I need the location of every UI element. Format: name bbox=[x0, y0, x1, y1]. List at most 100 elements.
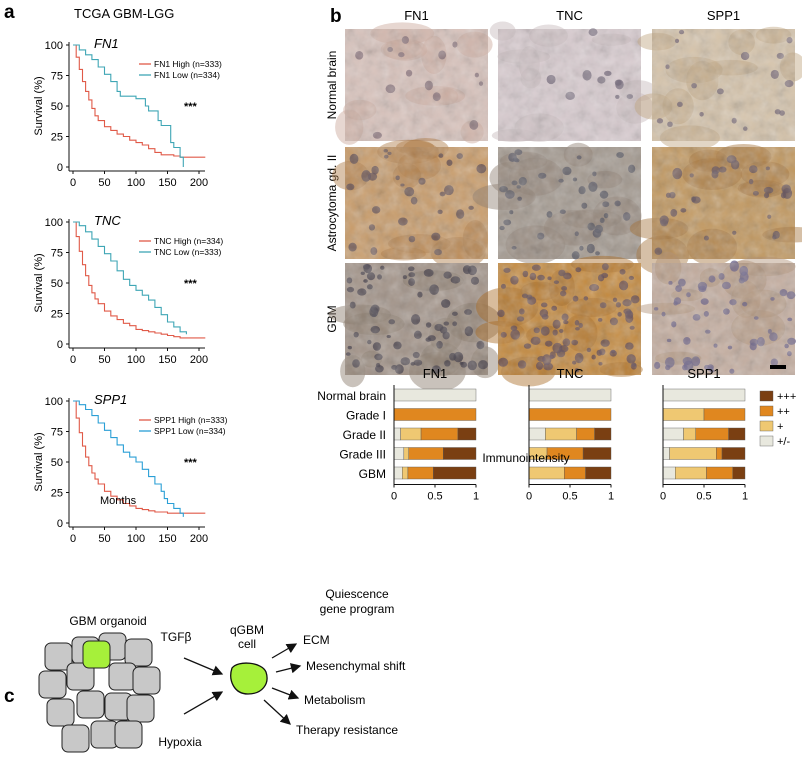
bar-row-label: Grade I bbox=[346, 409, 386, 423]
bar-segment bbox=[721, 447, 746, 460]
x-tick-label: 0 bbox=[70, 533, 76, 545]
bar-x-tick-label: 1 bbox=[473, 491, 479, 503]
gene-title: TNC bbox=[94, 213, 121, 228]
bar-segment bbox=[662, 447, 670, 460]
stacked-bar-chart-spp1: SPP1 0 0.5 1 bbox=[660, 366, 748, 503]
curve-high bbox=[73, 400, 206, 514]
bar-segment bbox=[545, 427, 577, 441]
organoid-cell bbox=[76, 690, 105, 719]
km-plot-tnc: 0 25 50 75 100 0 50 100 150 200 Survival (%) TNC TNC… bbox=[33, 213, 223, 366]
x-tick-label: 100 bbox=[127, 533, 145, 545]
y-tick-label: 0 bbox=[57, 518, 63, 530]
x-tick-label: 200 bbox=[190, 177, 208, 189]
tissue-grain bbox=[345, 29, 488, 141]
panel-a-title: TCGA GBM-LGG bbox=[74, 6, 174, 21]
bar-segment bbox=[716, 447, 723, 460]
bar-segment bbox=[400, 427, 422, 441]
x-tick-label: 200 bbox=[190, 354, 208, 366]
legend-entry: TNC High (n=334) bbox=[154, 236, 223, 246]
bar-segment bbox=[407, 466, 434, 480]
y-tick-label: 25 bbox=[51, 132, 63, 144]
bar-segment bbox=[420, 427, 459, 441]
bar-segment bbox=[393, 388, 477, 402]
gene-title: SPP1 bbox=[94, 392, 127, 407]
y-tick-label: 50 bbox=[51, 278, 63, 290]
bar-segment bbox=[695, 427, 729, 441]
y-tick-label: 75 bbox=[51, 427, 63, 439]
bar-segment bbox=[443, 447, 477, 460]
bar-segment bbox=[582, 447, 612, 460]
organoid-cell bbox=[124, 638, 153, 667]
bar-segment bbox=[402, 466, 409, 480]
output-metabolism: Metabolism bbox=[304, 693, 365, 707]
curve-low bbox=[73, 400, 184, 517]
bar-x-tick-label: 0.5 bbox=[696, 491, 711, 503]
histology-image-spp1-1 bbox=[629, 143, 802, 275]
bar-row-label: GBM bbox=[359, 467, 386, 481]
bar-x-tick-label: 0.5 bbox=[562, 491, 577, 503]
x-tick-label: 0 bbox=[70, 177, 76, 189]
curve-low bbox=[73, 221, 187, 335]
legend-label: +/- bbox=[777, 436, 790, 448]
panel-label-a: a bbox=[4, 2, 15, 23]
organoid-cell bbox=[90, 720, 119, 749]
legend-label: + bbox=[777, 421, 783, 433]
histology-image-fn1-0 bbox=[335, 22, 493, 145]
y-tick-label: 50 bbox=[51, 101, 63, 113]
legend-swatch bbox=[759, 405, 774, 417]
bar-x-tick-label: 1 bbox=[608, 491, 614, 503]
panel-label-c: c bbox=[4, 686, 15, 707]
tissue-grain bbox=[652, 29, 795, 141]
y-tick-label: 0 bbox=[57, 339, 63, 351]
output-therapy-resistance: Therapy resistance bbox=[296, 723, 398, 737]
bar-segment bbox=[393, 466, 403, 480]
bar-segment bbox=[457, 427, 477, 441]
qgbm-cell-label-line1: qGBM bbox=[230, 623, 264, 637]
significance-stars: *** bbox=[184, 278, 198, 290]
bar-segment bbox=[528, 388, 612, 402]
bar-segment bbox=[594, 427, 612, 441]
stacked-bar-chart-fn1: FN1 Normal brain Grade I Grade II Grade III G… bbox=[317, 366, 479, 503]
row-label: Normal brain bbox=[325, 51, 339, 120]
input-hypoxia: Hypoxia bbox=[158, 735, 202, 749]
x-tick-label: 150 bbox=[158, 354, 176, 366]
y-tick-label: 75 bbox=[51, 71, 63, 83]
y-tick-label: 25 bbox=[51, 488, 63, 500]
bar-segment bbox=[662, 408, 705, 421]
y-tick-label: 100 bbox=[45, 40, 63, 52]
x-tick-label: 100 bbox=[127, 354, 145, 366]
bar-segment bbox=[528, 466, 565, 480]
column-header-spp1: SPP1 bbox=[707, 8, 740, 23]
organoid-cell-quiescent bbox=[82, 640, 111, 669]
bar-x-tick-label: 1 bbox=[742, 491, 748, 503]
bar-segment bbox=[662, 466, 676, 480]
histology-image-spp1-0 bbox=[634, 26, 802, 151]
intensity-legend: +++++++/- bbox=[759, 390, 796, 448]
histology-image-tnc-2 bbox=[475, 255, 643, 387]
tissue-grain bbox=[652, 263, 795, 375]
legend-swatch bbox=[759, 420, 774, 432]
bar-segment bbox=[703, 408, 746, 421]
x-tick-label: 100 bbox=[127, 177, 145, 189]
bar-segment bbox=[528, 408, 612, 421]
bar-segment bbox=[728, 427, 746, 441]
y-axis-label: Survival (%) bbox=[33, 76, 45, 135]
bar-segment bbox=[732, 466, 746, 480]
output-ecm: ECM bbox=[303, 633, 330, 647]
organoid-cell bbox=[38, 670, 67, 699]
arrow-metabolism bbox=[271, 687, 300, 700]
significance-stars: *** bbox=[184, 101, 198, 113]
bar-segment bbox=[576, 427, 595, 441]
tissue-grain bbox=[498, 29, 641, 141]
bar-segment bbox=[564, 466, 586, 480]
x-tick-label: 50 bbox=[98, 354, 110, 366]
program-title-line1: Quiescence bbox=[325, 587, 389, 601]
row-label: GBM bbox=[325, 305, 339, 332]
immunointensity-bars: FN1 Normal brain Grade I Grade II Grade III G… bbox=[317, 366, 748, 503]
qgbm-cell bbox=[230, 662, 268, 695]
gene-title: FN1 bbox=[94, 36, 119, 51]
curve-high bbox=[73, 221, 206, 339]
output-mesenchymal: Mesenchymal shift bbox=[306, 659, 406, 673]
organoid-cell bbox=[46, 698, 75, 727]
row-label: Astrocytoma gd. II bbox=[325, 155, 339, 252]
